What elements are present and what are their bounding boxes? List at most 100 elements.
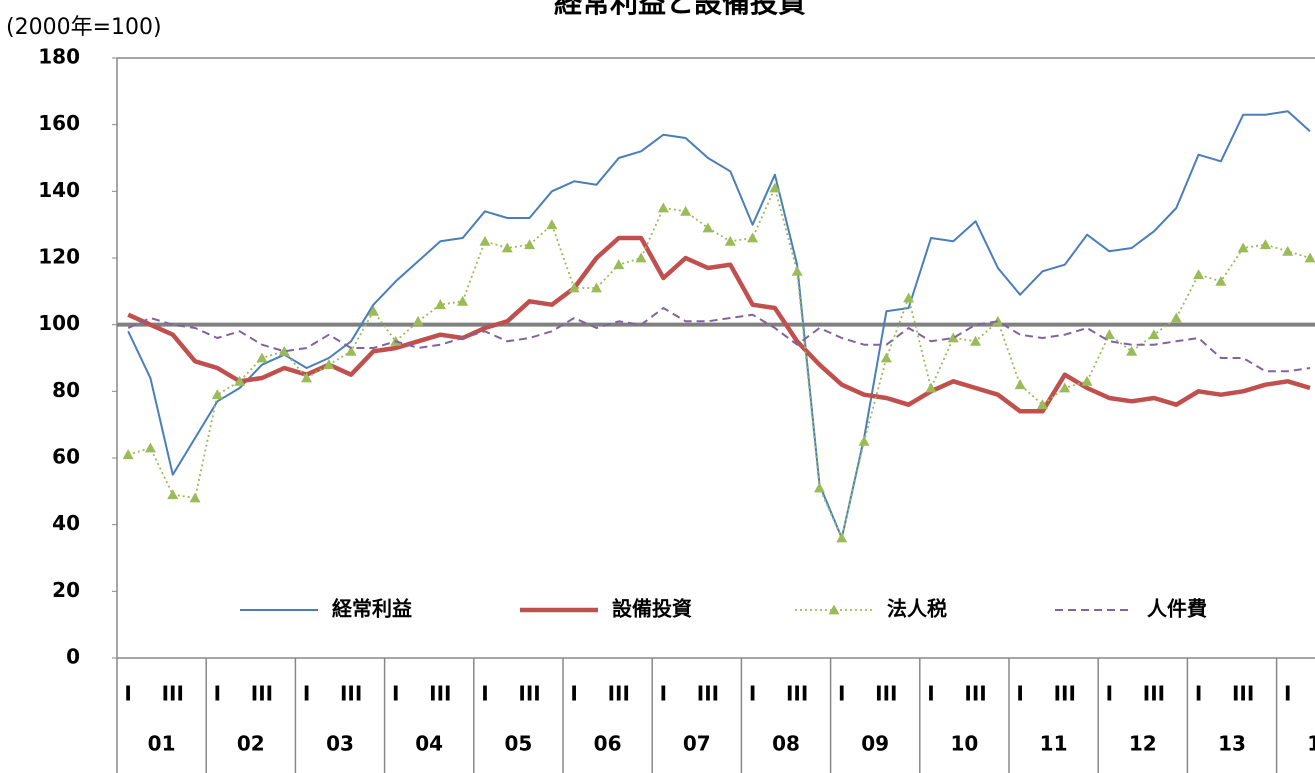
x-tick-label: I bbox=[927, 682, 934, 706]
legend-label: 設備投資 bbox=[612, 597, 692, 621]
year-label: 01 bbox=[148, 732, 176, 756]
x-tick-label: I bbox=[1016, 682, 1023, 706]
point-marker bbox=[657, 202, 669, 213]
x-tick-label: III bbox=[964, 682, 986, 706]
y-tick-label: 120 bbox=[38, 245, 80, 269]
point-marker bbox=[1059, 382, 1071, 393]
point-marker bbox=[747, 232, 759, 243]
x-tick-label: III bbox=[518, 682, 540, 706]
x-tick-label: III bbox=[875, 682, 897, 706]
point-marker bbox=[813, 482, 825, 493]
point-marker bbox=[769, 182, 781, 193]
x-tick-label: III bbox=[697, 682, 719, 706]
x-tick-label: III bbox=[162, 682, 184, 706]
year-label: 02 bbox=[237, 732, 265, 756]
point-marker bbox=[858, 435, 870, 446]
x-tick-label: I bbox=[1106, 682, 1113, 706]
y-tick-label: 0 bbox=[66, 645, 80, 669]
y-tick-label: 40 bbox=[52, 511, 80, 535]
legend-marker bbox=[828, 604, 840, 615]
point-marker bbox=[702, 222, 714, 233]
x-tick-label: I bbox=[214, 682, 221, 706]
point-marker bbox=[144, 442, 156, 453]
legend-label: 法人税 bbox=[887, 597, 947, 621]
x-tick-label: III bbox=[1143, 682, 1165, 706]
x-tick-label: III bbox=[786, 682, 808, 706]
point-marker bbox=[903, 292, 915, 303]
y-unit-label: (2000年=100) bbox=[6, 15, 162, 40]
point-marker bbox=[479, 235, 491, 246]
x-tick-label: I bbox=[1195, 682, 1202, 706]
year-label: 07 bbox=[683, 732, 711, 756]
x-tick-label: III bbox=[1232, 682, 1254, 706]
point-marker bbox=[1193, 269, 1205, 280]
point-marker bbox=[301, 372, 313, 383]
year-label: 12 bbox=[1129, 732, 1157, 756]
year-label: 03 bbox=[326, 732, 354, 756]
x-tick-label: III bbox=[429, 682, 451, 706]
point-marker bbox=[501, 242, 513, 253]
y-tick-label: 100 bbox=[38, 311, 80, 335]
point-marker bbox=[1014, 379, 1026, 390]
series-line bbox=[127, 187, 1311, 539]
year-label: 09 bbox=[861, 732, 889, 756]
point-marker bbox=[457, 295, 469, 306]
point-marker bbox=[1148, 329, 1160, 340]
point-marker bbox=[947, 332, 959, 343]
point-marker bbox=[278, 345, 290, 356]
x-tick-label: I bbox=[392, 682, 399, 706]
point-marker bbox=[1259, 239, 1271, 250]
point-marker bbox=[1126, 345, 1138, 356]
legend-label: 経常利益 bbox=[332, 597, 412, 621]
point-marker bbox=[590, 282, 602, 293]
point-marker bbox=[970, 335, 982, 346]
year-label: 13 bbox=[1218, 732, 1246, 756]
y-tick-label: 140 bbox=[38, 178, 80, 202]
point-marker bbox=[189, 492, 201, 503]
point-marker bbox=[211, 389, 223, 400]
series-line bbox=[127, 307, 1311, 373]
point-marker bbox=[167, 489, 179, 500]
point-marker bbox=[1170, 312, 1182, 323]
y-tick-label: 80 bbox=[52, 378, 80, 402]
point-marker bbox=[256, 352, 268, 363]
x-tick-label: I bbox=[481, 682, 488, 706]
x-tick-label: I bbox=[124, 682, 131, 706]
point-marker bbox=[1036, 399, 1048, 410]
point-marker bbox=[524, 239, 536, 250]
y-tick-label: 60 bbox=[52, 445, 80, 469]
point-marker bbox=[122, 449, 134, 460]
x-tick-label: I bbox=[1284, 682, 1291, 706]
series-line bbox=[127, 110, 1311, 539]
point-marker bbox=[880, 352, 892, 363]
point-marker bbox=[568, 282, 580, 293]
point-marker bbox=[613, 259, 625, 270]
chart-title: 経常利益と設備投資 bbox=[554, 0, 806, 19]
point-marker bbox=[234, 375, 246, 386]
y-tick-label: 20 bbox=[52, 578, 80, 602]
point-marker bbox=[836, 532, 848, 543]
point-marker bbox=[1304, 252, 1315, 263]
point-marker bbox=[992, 315, 1004, 326]
point-marker bbox=[791, 265, 803, 276]
point-marker bbox=[1237, 242, 1249, 253]
x-tick-label: I bbox=[303, 682, 310, 706]
point-marker bbox=[680, 205, 692, 216]
point-marker bbox=[1282, 245, 1294, 256]
x-tick-label: III bbox=[340, 682, 362, 706]
point-marker bbox=[1081, 375, 1093, 386]
x-tick-label: I bbox=[749, 682, 756, 706]
point-marker bbox=[412, 315, 424, 326]
year-label: 08 bbox=[772, 732, 800, 756]
x-tick-label: I bbox=[570, 682, 577, 706]
y-tick-label: 180 bbox=[38, 45, 80, 69]
x-tick-label: III bbox=[251, 682, 273, 706]
x-tick-label: III bbox=[608, 682, 630, 706]
point-marker bbox=[724, 235, 736, 246]
year-label: 05 bbox=[504, 732, 532, 756]
year-label: 11 bbox=[1040, 732, 1068, 756]
point-marker bbox=[1103, 329, 1115, 340]
legend-label: 人件費 bbox=[1147, 597, 1207, 621]
year-label: 14 bbox=[1307, 732, 1315, 756]
